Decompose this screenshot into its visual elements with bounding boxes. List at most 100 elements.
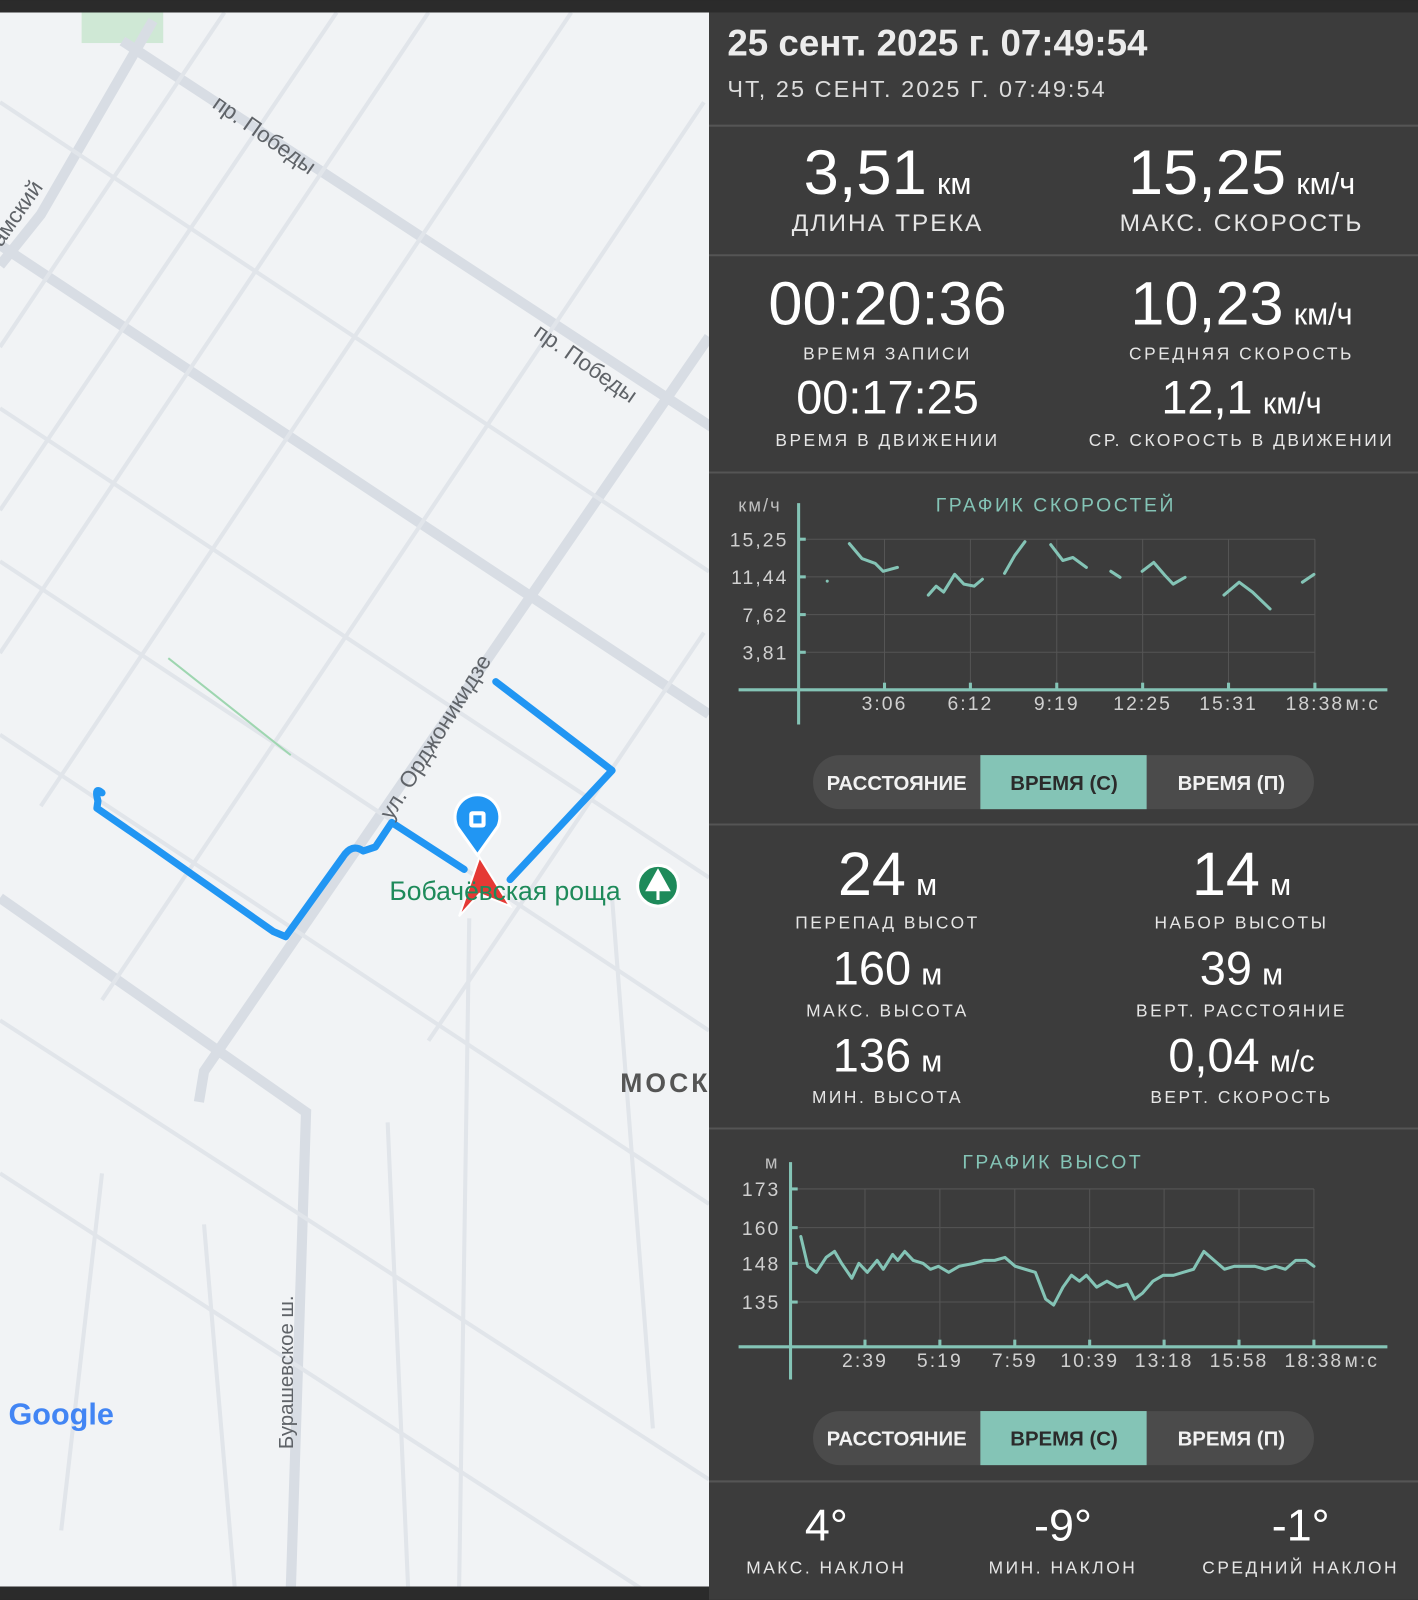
x-tick-label: 13:18 xyxy=(1135,1350,1194,1372)
chart-title: ГРАФИК ВЫСОТ xyxy=(962,1151,1143,1173)
value: 12,1 xyxy=(1161,371,1252,423)
unit: км/ч xyxy=(1294,298,1353,332)
stat-value: 00:17:25 xyxy=(796,371,979,423)
path-green xyxy=(167,657,292,756)
value: 00:20:36 xyxy=(768,270,1006,338)
value: 160 xyxy=(833,943,911,995)
x-tick-label: 18:38 xyxy=(1285,1350,1344,1372)
value: -9° xyxy=(1034,1500,1092,1551)
unit: м/с xyxy=(1270,1044,1315,1078)
unit: км/ч xyxy=(1296,167,1355,201)
tab[interactable]: ВРЕМЯ (С) xyxy=(1010,773,1118,795)
stat-label: МИН. НАКЛОН xyxy=(989,1557,1138,1577)
x-tick-label: 6:12 xyxy=(947,693,993,715)
unit: м xyxy=(921,958,942,992)
x-tick-label: 12:25 xyxy=(1113,693,1172,715)
tab-bar[interactable]: РАССТОЯНИЕ ВРЕМЯ (С) ВРЕМЯ (П) xyxy=(813,755,1314,810)
x-tick-label: 2:39 xyxy=(842,1350,888,1372)
stat-label: МИН. ВЫСОТА xyxy=(812,1087,963,1107)
stat-value: -9° xyxy=(1034,1500,1092,1551)
value: 14 xyxy=(1192,840,1260,908)
minor-roads xyxy=(0,12,709,1587)
map-label: Google xyxy=(9,1397,114,1431)
stat-label: МАКС. СКОРОСТЬ xyxy=(1120,210,1364,237)
x-tick-label: 9:19 xyxy=(1034,693,1080,715)
tab-bar[interactable]: РАССТОЯНИЕ ВРЕМЯ (С) ВРЕМЯ (П) xyxy=(813,1411,1314,1466)
stat-value: 24 м xyxy=(838,840,937,908)
unit: км xyxy=(937,167,971,201)
stat-value: 12,1 км/ч xyxy=(1161,371,1321,423)
stat-label: ВРЕМЯ В ДВИЖЕНИИ xyxy=(775,430,999,450)
y-unit: км/ч xyxy=(738,494,781,515)
y-tick-label: 7,62 xyxy=(743,605,789,627)
x-tick-label: 5:19 xyxy=(917,1350,963,1372)
x-tick-label: 10:39 xyxy=(1060,1350,1119,1372)
stat-label: ДЛИНА ТРЕКА xyxy=(792,210,984,237)
date-subtitle: ЧТ, 25 СЕНТ. 2025 Г. 07:49:54 xyxy=(727,76,1106,102)
stat-value: 14 м xyxy=(1192,840,1291,908)
position-arrow xyxy=(458,854,513,917)
unit: м xyxy=(921,1044,942,1078)
x-unit: м:с xyxy=(1345,693,1380,715)
unit: км/ч xyxy=(1263,386,1322,420)
data-line xyxy=(825,540,1316,611)
map-label: Бурашевское ш. xyxy=(276,1295,298,1449)
stat-value: 0,04 м/с xyxy=(1168,1029,1314,1081)
route xyxy=(93,678,616,941)
stat-value: 10,23 км/ч xyxy=(1130,270,1352,338)
stat-label: ПЕРЕПАД ВЫСОТ xyxy=(795,913,980,933)
tab[interactable]: ВРЕМЯ (С) xyxy=(1010,1429,1118,1451)
unit: м xyxy=(1270,868,1291,902)
start-marker[interactable] xyxy=(453,793,502,858)
y-tick-label: 173 xyxy=(742,1179,780,1201)
unit: м xyxy=(1262,958,1283,992)
y-tick-label: 3,81 xyxy=(743,642,789,664)
stat-value: 15,25 км/ч xyxy=(1128,138,1355,208)
value: -1° xyxy=(1272,1500,1330,1551)
dividers xyxy=(709,124,1418,1483)
stat-value: 4° xyxy=(805,1500,848,1551)
tab-active-bg xyxy=(980,755,1147,810)
x-tick-label: 18:38 xyxy=(1286,693,1345,715)
y-tick-label: 135 xyxy=(742,1292,780,1314)
stat-value: 00:20:36 xyxy=(768,270,1006,338)
stat-value: 39 м xyxy=(1200,943,1283,995)
tab[interactable]: РАССТОЯНИЕ xyxy=(827,1429,967,1451)
map-bg xyxy=(0,12,709,1587)
value: 136 xyxy=(833,1029,911,1081)
unit: м xyxy=(916,868,937,902)
x-unit: м:с xyxy=(1345,1350,1380,1372)
value: 3,51 xyxy=(804,138,927,208)
major-roads xyxy=(0,18,709,1587)
value: 0,04 xyxy=(1168,1029,1259,1081)
stat-value: -1° xyxy=(1272,1500,1330,1551)
value: 39 xyxy=(1200,943,1252,995)
stat-label: ВЕРТ. РАССТОЯНИЕ xyxy=(1136,1000,1347,1020)
data-line xyxy=(799,1234,1316,1307)
y-tick-label: 160 xyxy=(742,1218,780,1240)
stat-value: 136 м xyxy=(833,1029,943,1081)
tab[interactable]: ВРЕМЯ (П) xyxy=(1178,1429,1285,1451)
chart-title: ГРАФИК СКОРОСТЕЙ xyxy=(936,492,1176,516)
y-unit: м xyxy=(765,1151,780,1172)
y-tick-label: 15,25 xyxy=(730,529,789,551)
value: 4° xyxy=(805,1500,848,1551)
tab[interactable]: РАССТОЯНИЕ xyxy=(827,773,967,795)
x-tick-label: 3:06 xyxy=(862,693,908,715)
x-tick-label: 15:31 xyxy=(1199,693,1258,715)
x-tick-label: 15:58 xyxy=(1210,1350,1269,1372)
tab[interactable]: ВРЕМЯ (П) xyxy=(1178,773,1285,795)
stat-label: СР. СКОРОСТЬ В ДВИЖЕНИИ xyxy=(1089,430,1394,450)
chart: ГРАФИК ВЫСОТ м 135 148 160 173 2:39 5:19 7:59 10:… xyxy=(738,1151,1388,1380)
stat-label: ВРЕМЯ ЗАПИСИ xyxy=(803,343,972,363)
park-icon[interactable] xyxy=(636,863,680,908)
value: 10,23 xyxy=(1130,270,1283,338)
value: 15,25 xyxy=(1128,138,1286,208)
value: 24 xyxy=(838,840,906,908)
value: 00:17:25 xyxy=(796,371,979,423)
tab-active-bg xyxy=(980,1411,1147,1466)
stat-label: МАКС. ВЫСОТА xyxy=(806,1000,969,1020)
